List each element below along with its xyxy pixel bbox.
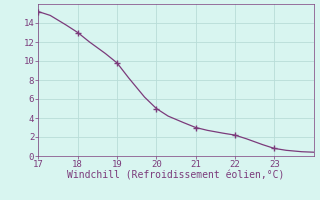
X-axis label: Windchill (Refroidissement éolien,°C): Windchill (Refroidissement éolien,°C) <box>67 171 285 181</box>
